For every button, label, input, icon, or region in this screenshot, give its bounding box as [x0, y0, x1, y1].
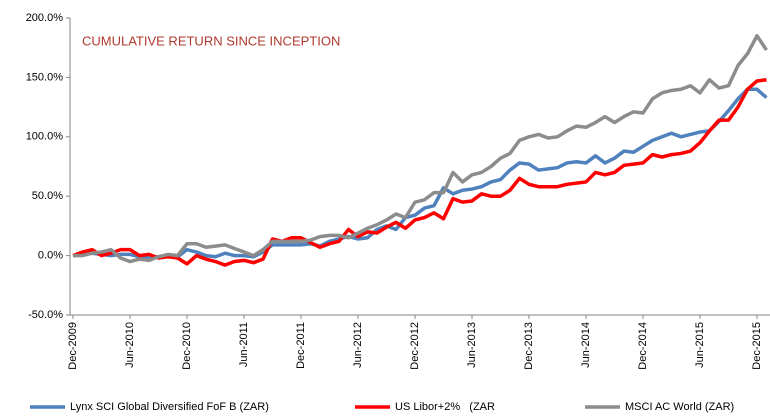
legend-label: Lynx SCI Global Diversified FoF B (ZAR): [70, 401, 269, 413]
x-tick-label: Dec-2012: [409, 322, 421, 370]
x-tick-label: Dec-2011: [295, 322, 307, 369]
y-tick-label: 150.0%: [26, 71, 64, 83]
x-tick-label: Dec-2014: [637, 322, 649, 370]
series-line: [73, 34, 768, 264]
y-tick-label: 0.0%: [38, 250, 63, 262]
x-tick-label: Jun-2015: [694, 322, 706, 368]
x-tick-label: Dec-2009: [67, 322, 79, 370]
y-tick-label: 100.0%: [26, 131, 64, 143]
legend-label: US Libor+2% (ZAR: [395, 401, 495, 413]
x-tick-label: Jun-2014: [580, 322, 592, 368]
y-tick-label: 200.0%: [26, 12, 64, 24]
x-tick-label: Dec-2010: [181, 322, 193, 370]
y-tick-label: -50.0%: [28, 309, 63, 321]
x-tick-label: Jun-2012: [352, 322, 364, 368]
x-tick-label: Dec-2013: [523, 322, 535, 370]
legend-label: MSCI AC World (ZAR): [625, 401, 734, 413]
series-line: [72, 78, 767, 267]
x-tick-label: Jun-2011: [238, 322, 250, 367]
y-tick-label: 50.0%: [32, 190, 63, 202]
series-line: [72, 87, 768, 260]
x-tick-label: Jun-2013: [466, 322, 478, 368]
chart-annotation: CUMULATIVE RETURN SINCE INCEPTION: [82, 33, 340, 48]
x-tick-label: Dec-2015: [751, 322, 763, 370]
x-tick-label: Jun-2010: [124, 322, 136, 368]
